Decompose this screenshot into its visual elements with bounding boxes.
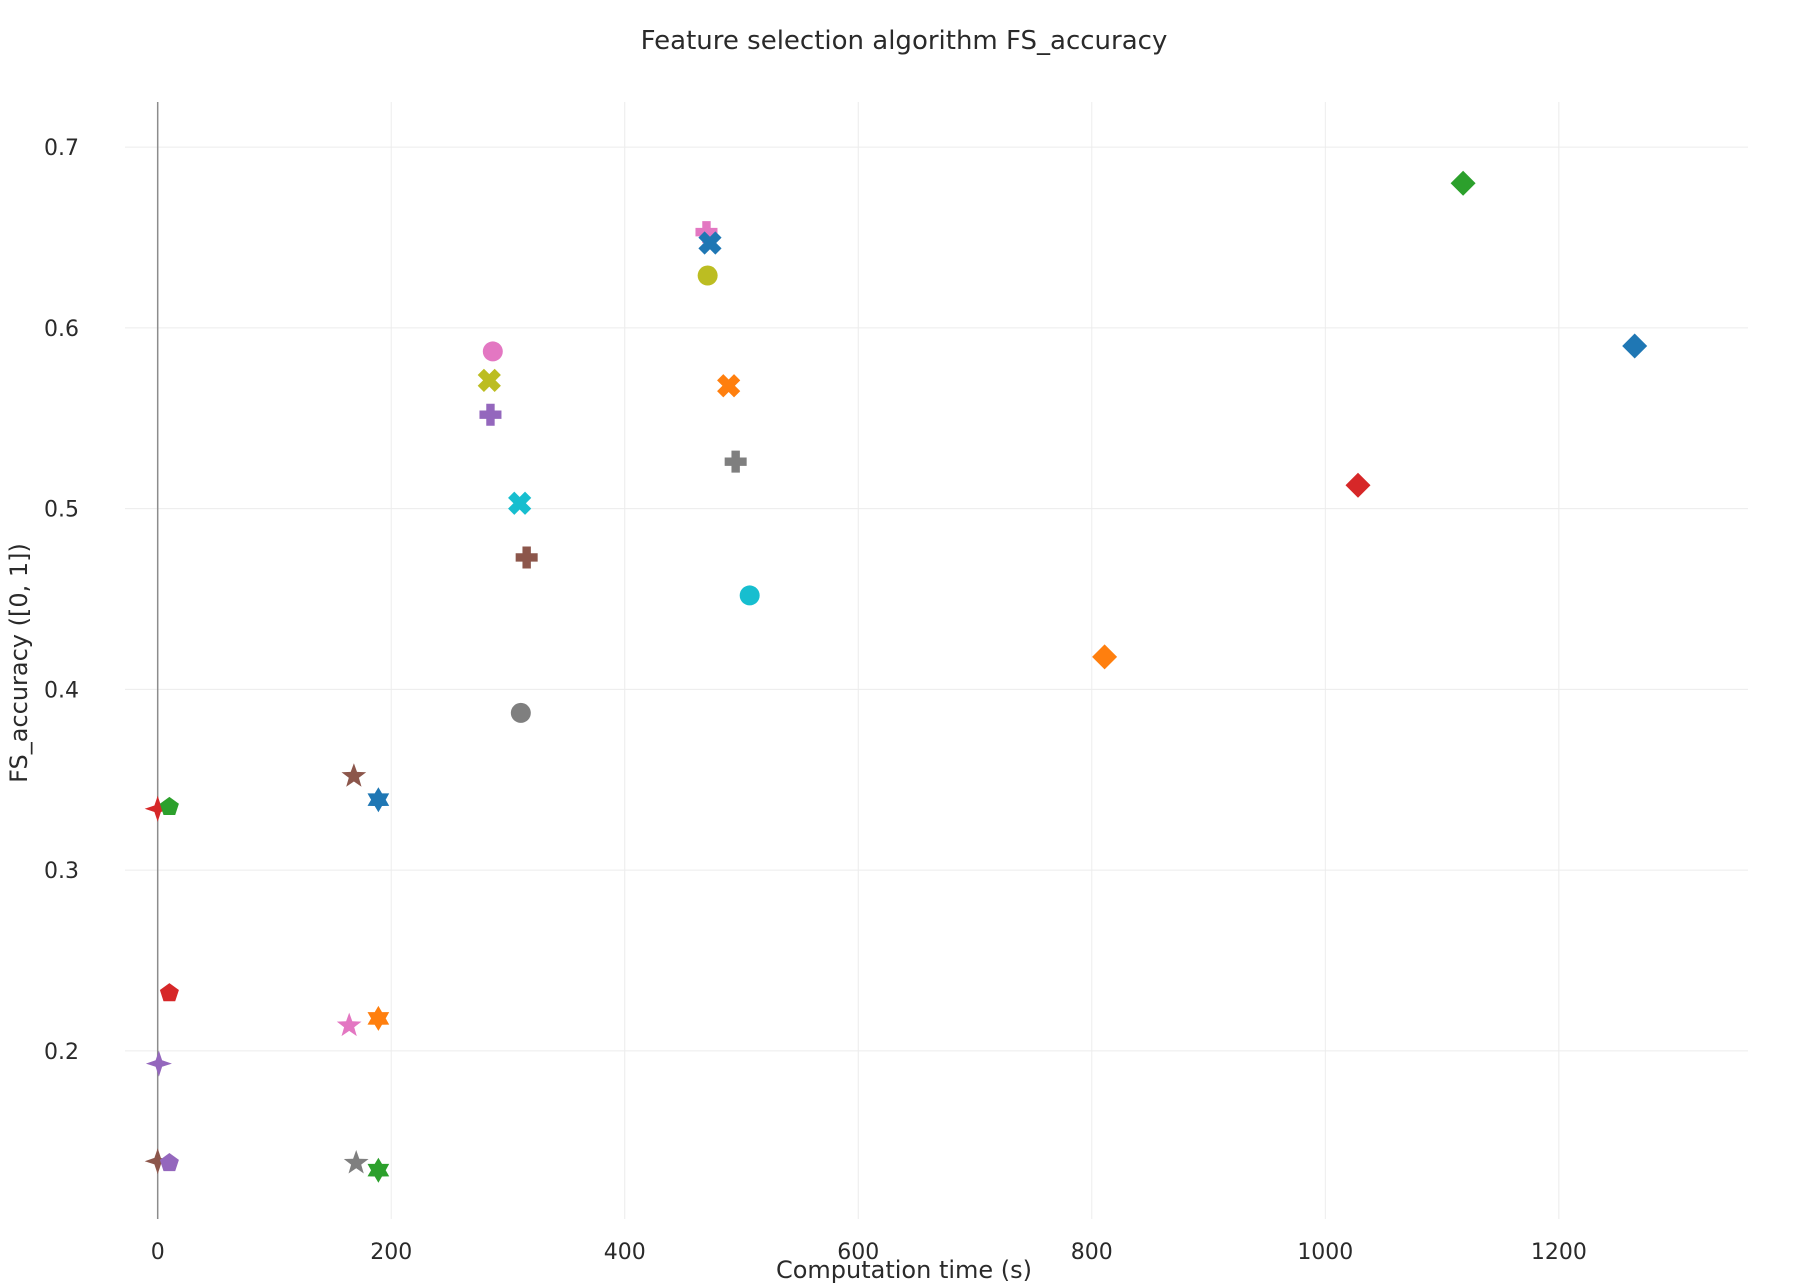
data-point-star <box>341 763 367 787</box>
data-points <box>144 170 1648 1183</box>
data-point-circle <box>739 585 760 606</box>
data-point-diamond <box>1092 644 1118 670</box>
data-point-cross <box>724 450 747 473</box>
chart-title: Feature selection algorithm FS_accuracy <box>641 26 1168 56</box>
x-tick-label: 200 <box>370 1240 412 1265</box>
y-tick-label: 0.3 <box>44 859 79 884</box>
data-point-circle <box>510 702 531 723</box>
data-point-diamond <box>1622 333 1648 359</box>
data-point-x <box>477 368 501 392</box>
data-point-diamond <box>1345 472 1371 498</box>
data-point-hexagram <box>367 1005 390 1031</box>
x-tick-label: 1200 <box>1531 1240 1587 1265</box>
x-tick-label: 400 <box>604 1240 646 1265</box>
x-tick-label: 800 <box>1071 1240 1113 1265</box>
data-point-x <box>698 231 722 255</box>
data-point-circle <box>697 265 718 286</box>
data-point-pentagon <box>159 1153 179 1172</box>
data-point-star <box>336 1012 362 1037</box>
y-tick-label: 0.5 <box>44 498 79 523</box>
data-point-star <box>343 1150 369 1174</box>
data-point-cross <box>695 221 718 244</box>
y-axis-ticks: 0.2 0.3 0.4 0.5 0.6 0.7 <box>44 136 79 1065</box>
data-point-cross <box>479 403 502 426</box>
x-axis-ticks: 0 200 400 600 800 1000 1200 <box>151 1240 1587 1265</box>
data-point-star4 <box>144 1148 171 1175</box>
y-axis-title: FS_accuracy ([0, 1]) <box>5 543 33 783</box>
y-tick-label: 0.2 <box>44 1040 79 1065</box>
data-point-x <box>508 491 532 515</box>
y-tick-label: 0.6 <box>44 317 79 342</box>
data-point-star4 <box>145 1050 172 1077</box>
x-tick-label: 600 <box>837 1240 879 1265</box>
x-tick-label: 1000 <box>1297 1240 1353 1265</box>
y-tick-label: 0.7 <box>44 136 79 161</box>
x-tick-label: 0 <box>151 1240 165 1265</box>
data-point-cross <box>515 546 538 569</box>
data-point-star4 <box>144 795 171 822</box>
data-point-diamond <box>1450 170 1476 196</box>
data-point-pentagon <box>159 796 179 815</box>
data-point-pentagon <box>159 983 179 1002</box>
data-point-hexagram <box>367 787 390 813</box>
grid-layer <box>125 102 1748 1219</box>
data-point-hexagram <box>367 1157 390 1183</box>
y-tick-label: 0.4 <box>44 678 79 703</box>
data-point-circle <box>482 341 503 362</box>
data-point-x <box>717 374 741 398</box>
x-axis-title: Computation time (s) <box>776 1256 1032 1283</box>
